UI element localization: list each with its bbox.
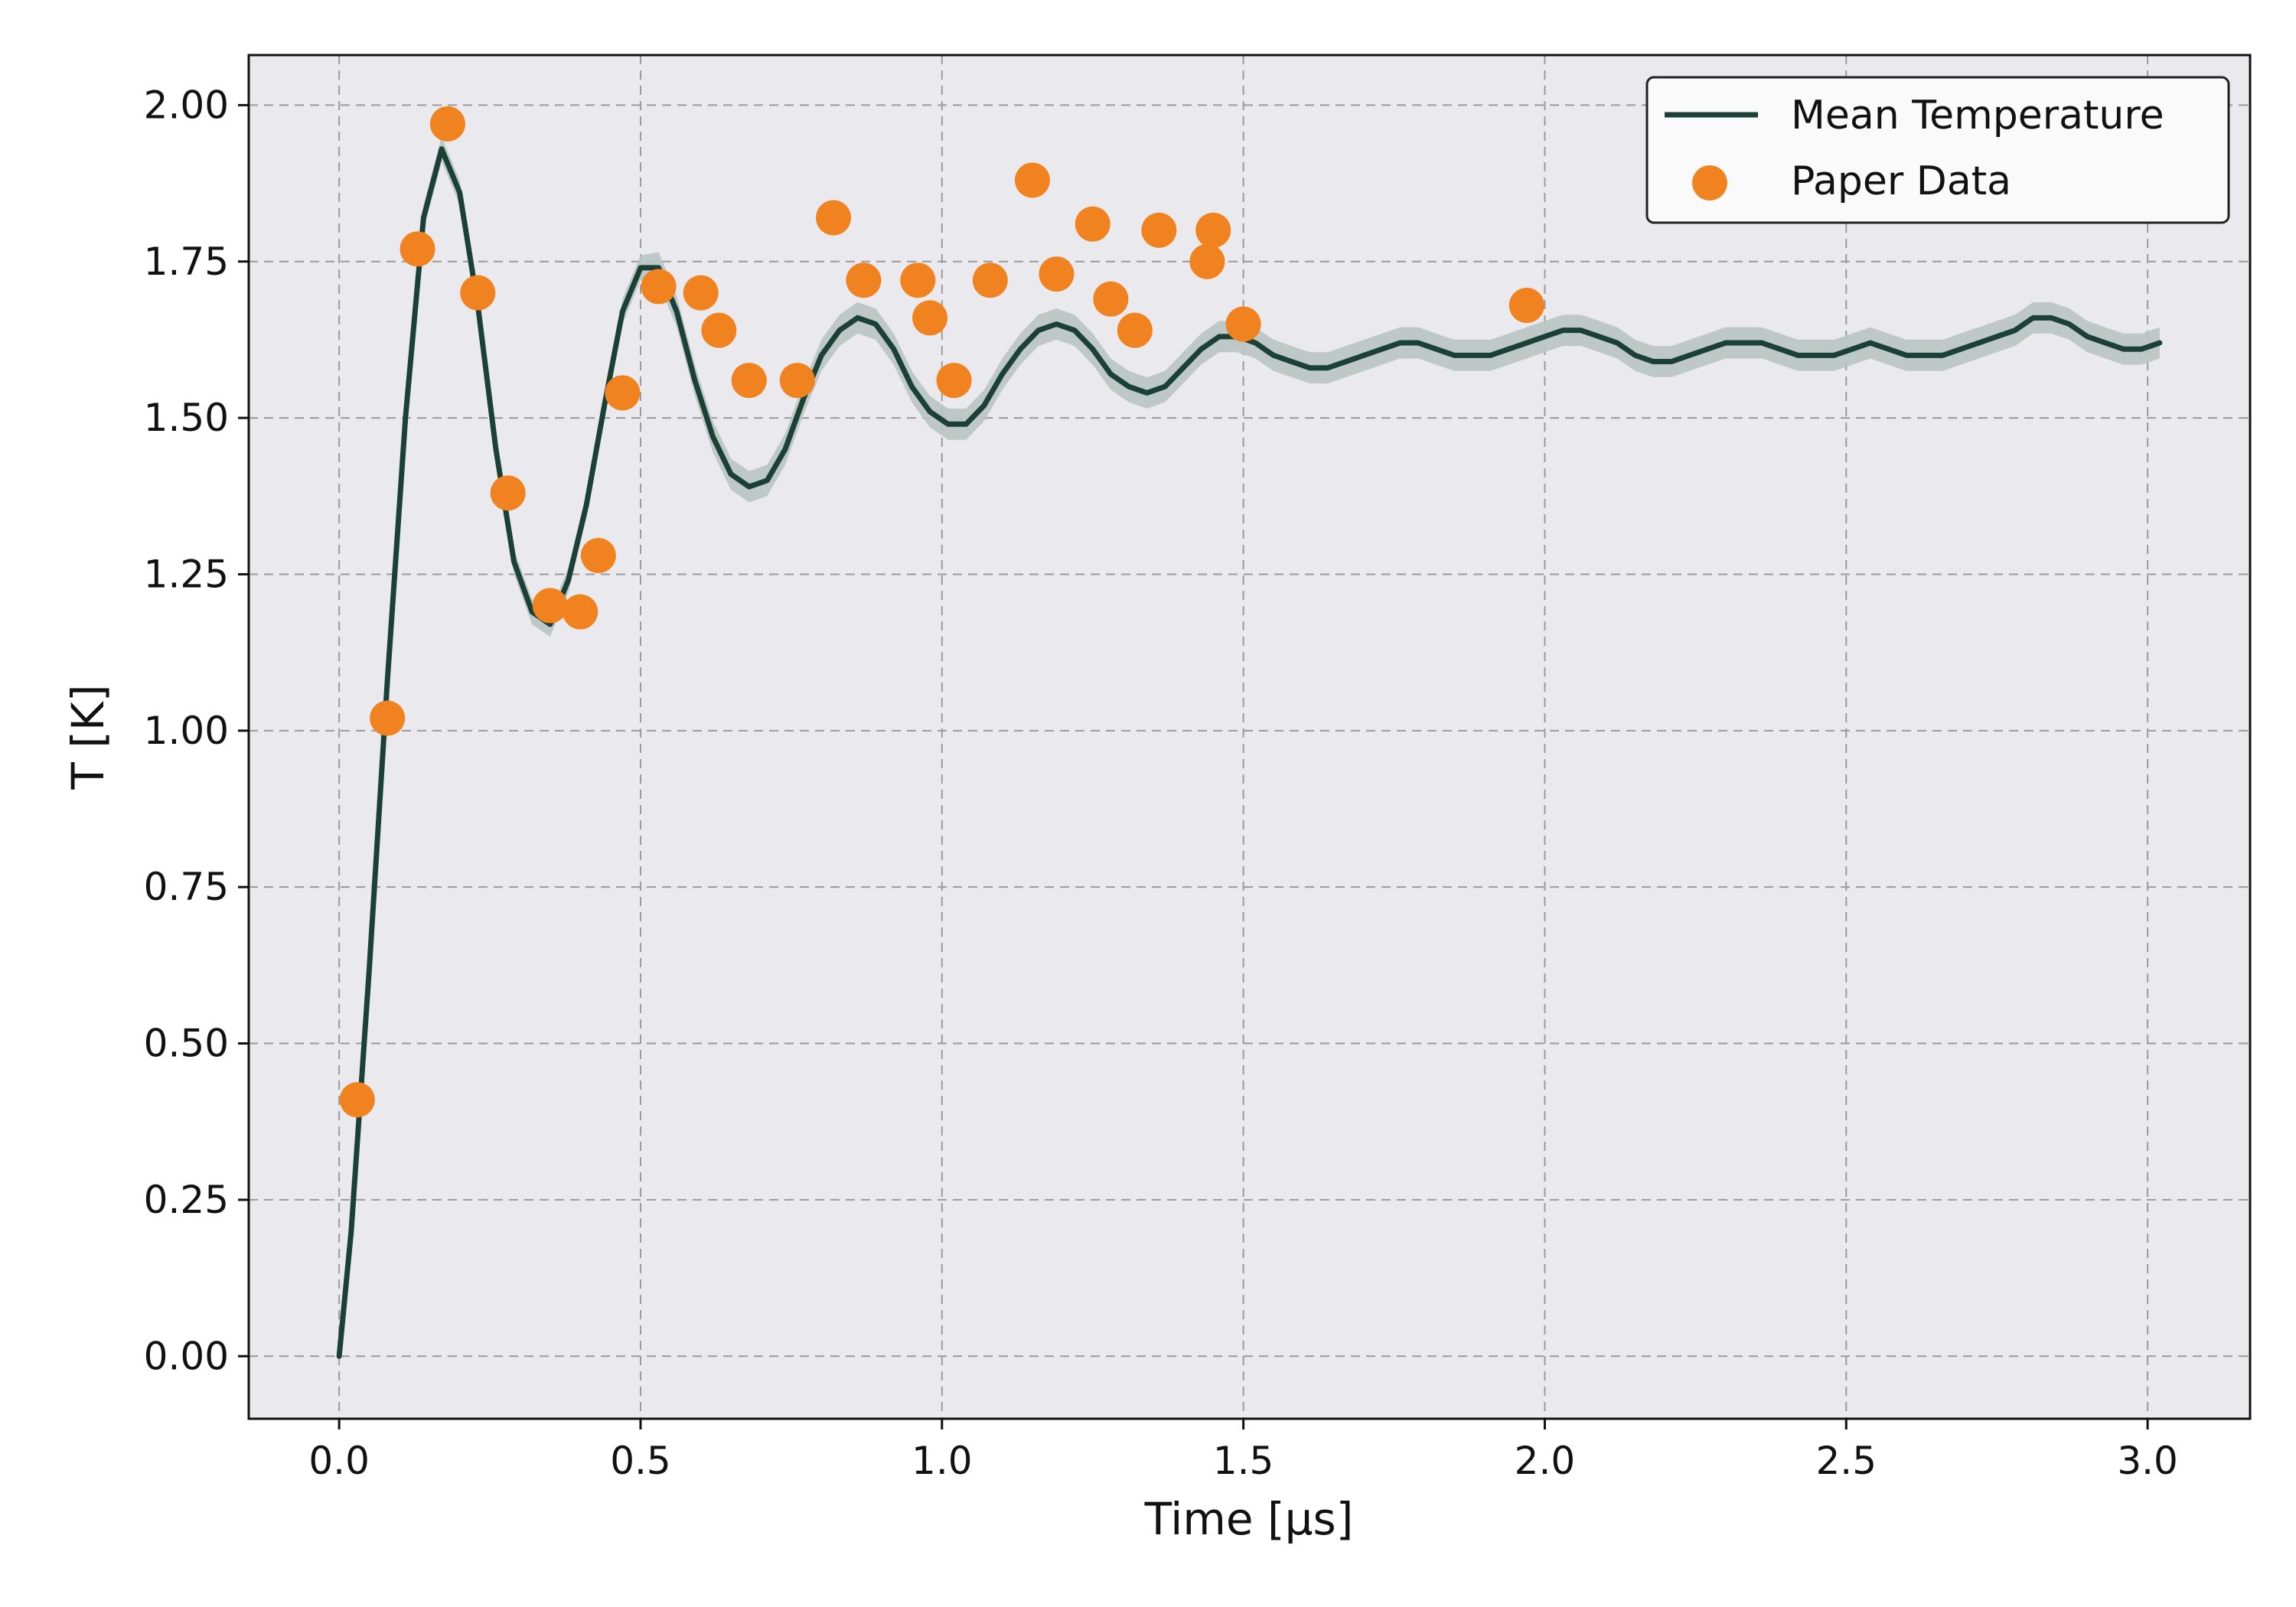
paper-data-point [701, 312, 737, 348]
scatter-group [339, 106, 1544, 1118]
x-axis-label: Time [μs] [1144, 1493, 1354, 1545]
paper-data-point [370, 700, 406, 736]
y-tick-label: 1.25 [144, 552, 229, 596]
y-tick-label: 1.75 [144, 240, 229, 284]
paper-data-point [779, 363, 815, 399]
paper-data-point [1039, 256, 1075, 292]
paper-data-point [641, 269, 677, 305]
paper-data-point [580, 537, 616, 573]
paper-data-point [972, 262, 1008, 298]
paper-data-point [912, 300, 948, 336]
y-tick-label: 0.00 [144, 1334, 229, 1378]
paper-data-point [1075, 206, 1110, 242]
legend: Mean Temperature Paper Data [1645, 76, 2230, 224]
x-tick-label: 1.0 [912, 1439, 973, 1483]
x-tick-label: 0.5 [610, 1439, 671, 1483]
paper-data-point [563, 594, 598, 630]
paper-data-point [532, 588, 568, 624]
paper-data-point [605, 375, 641, 411]
paper-data-point [683, 275, 719, 311]
paper-data-point [816, 200, 852, 236]
legend-label-mean: Mean Temperature [1791, 93, 2164, 139]
y-axis-ticks: 0.00 0.25 0.50 0.75 1.00 1.25 1.50 1.75 2.00 [144, 83, 249, 1378]
x-tick-label: 2.0 [1515, 1439, 1576, 1483]
paper-data-point [1189, 243, 1225, 279]
paper-data-point [429, 106, 465, 142]
legend-box [1645, 76, 2230, 224]
paper-data-point [846, 262, 882, 298]
y-tick-label: 0.50 [144, 1022, 229, 1066]
y-tick-label: 1.50 [144, 396, 229, 440]
y-axis-label: T [K] [62, 684, 114, 790]
x-axis-ticks: 0.0 0.5 1.0 1.5 2.0 2.5 3.0 [308, 1419, 2178, 1483]
x-tick-label: 3.0 [2117, 1439, 2178, 1483]
paper-data-point [339, 1082, 375, 1118]
plot-frame [247, 54, 2252, 1420]
y-tick-label: 1.00 [144, 709, 229, 753]
legend-label-paper: Paper Data [1791, 158, 2011, 204]
x-tick-label: 1.5 [1213, 1439, 1274, 1483]
paper-data-point [1508, 287, 1544, 323]
paper-data-point [936, 363, 972, 399]
paper-data-point [1195, 212, 1231, 248]
legend-marker-swatch [1692, 165, 1727, 200]
paper-data-point [1225, 306, 1261, 342]
y-tick-label: 0.75 [144, 865, 229, 909]
paper-data-point [1093, 281, 1129, 317]
paper-data-point [460, 275, 496, 311]
x-tick-label: 0.0 [308, 1439, 370, 1483]
y-tick-label: 2.00 [144, 83, 229, 127]
x-tick-label: 2.5 [1816, 1439, 1877, 1483]
y-tick-label: 0.25 [144, 1178, 229, 1222]
paper-data-point [900, 262, 936, 298]
paper-data-point [490, 475, 526, 511]
paper-data-point [400, 231, 435, 267]
paper-data-point [1014, 162, 1050, 198]
plot-area [249, 55, 2250, 1419]
paper-data-point [1141, 212, 1177, 248]
grid [249, 55, 2250, 1419]
paper-data-point [1117, 312, 1153, 348]
paper-data-point [731, 363, 767, 399]
